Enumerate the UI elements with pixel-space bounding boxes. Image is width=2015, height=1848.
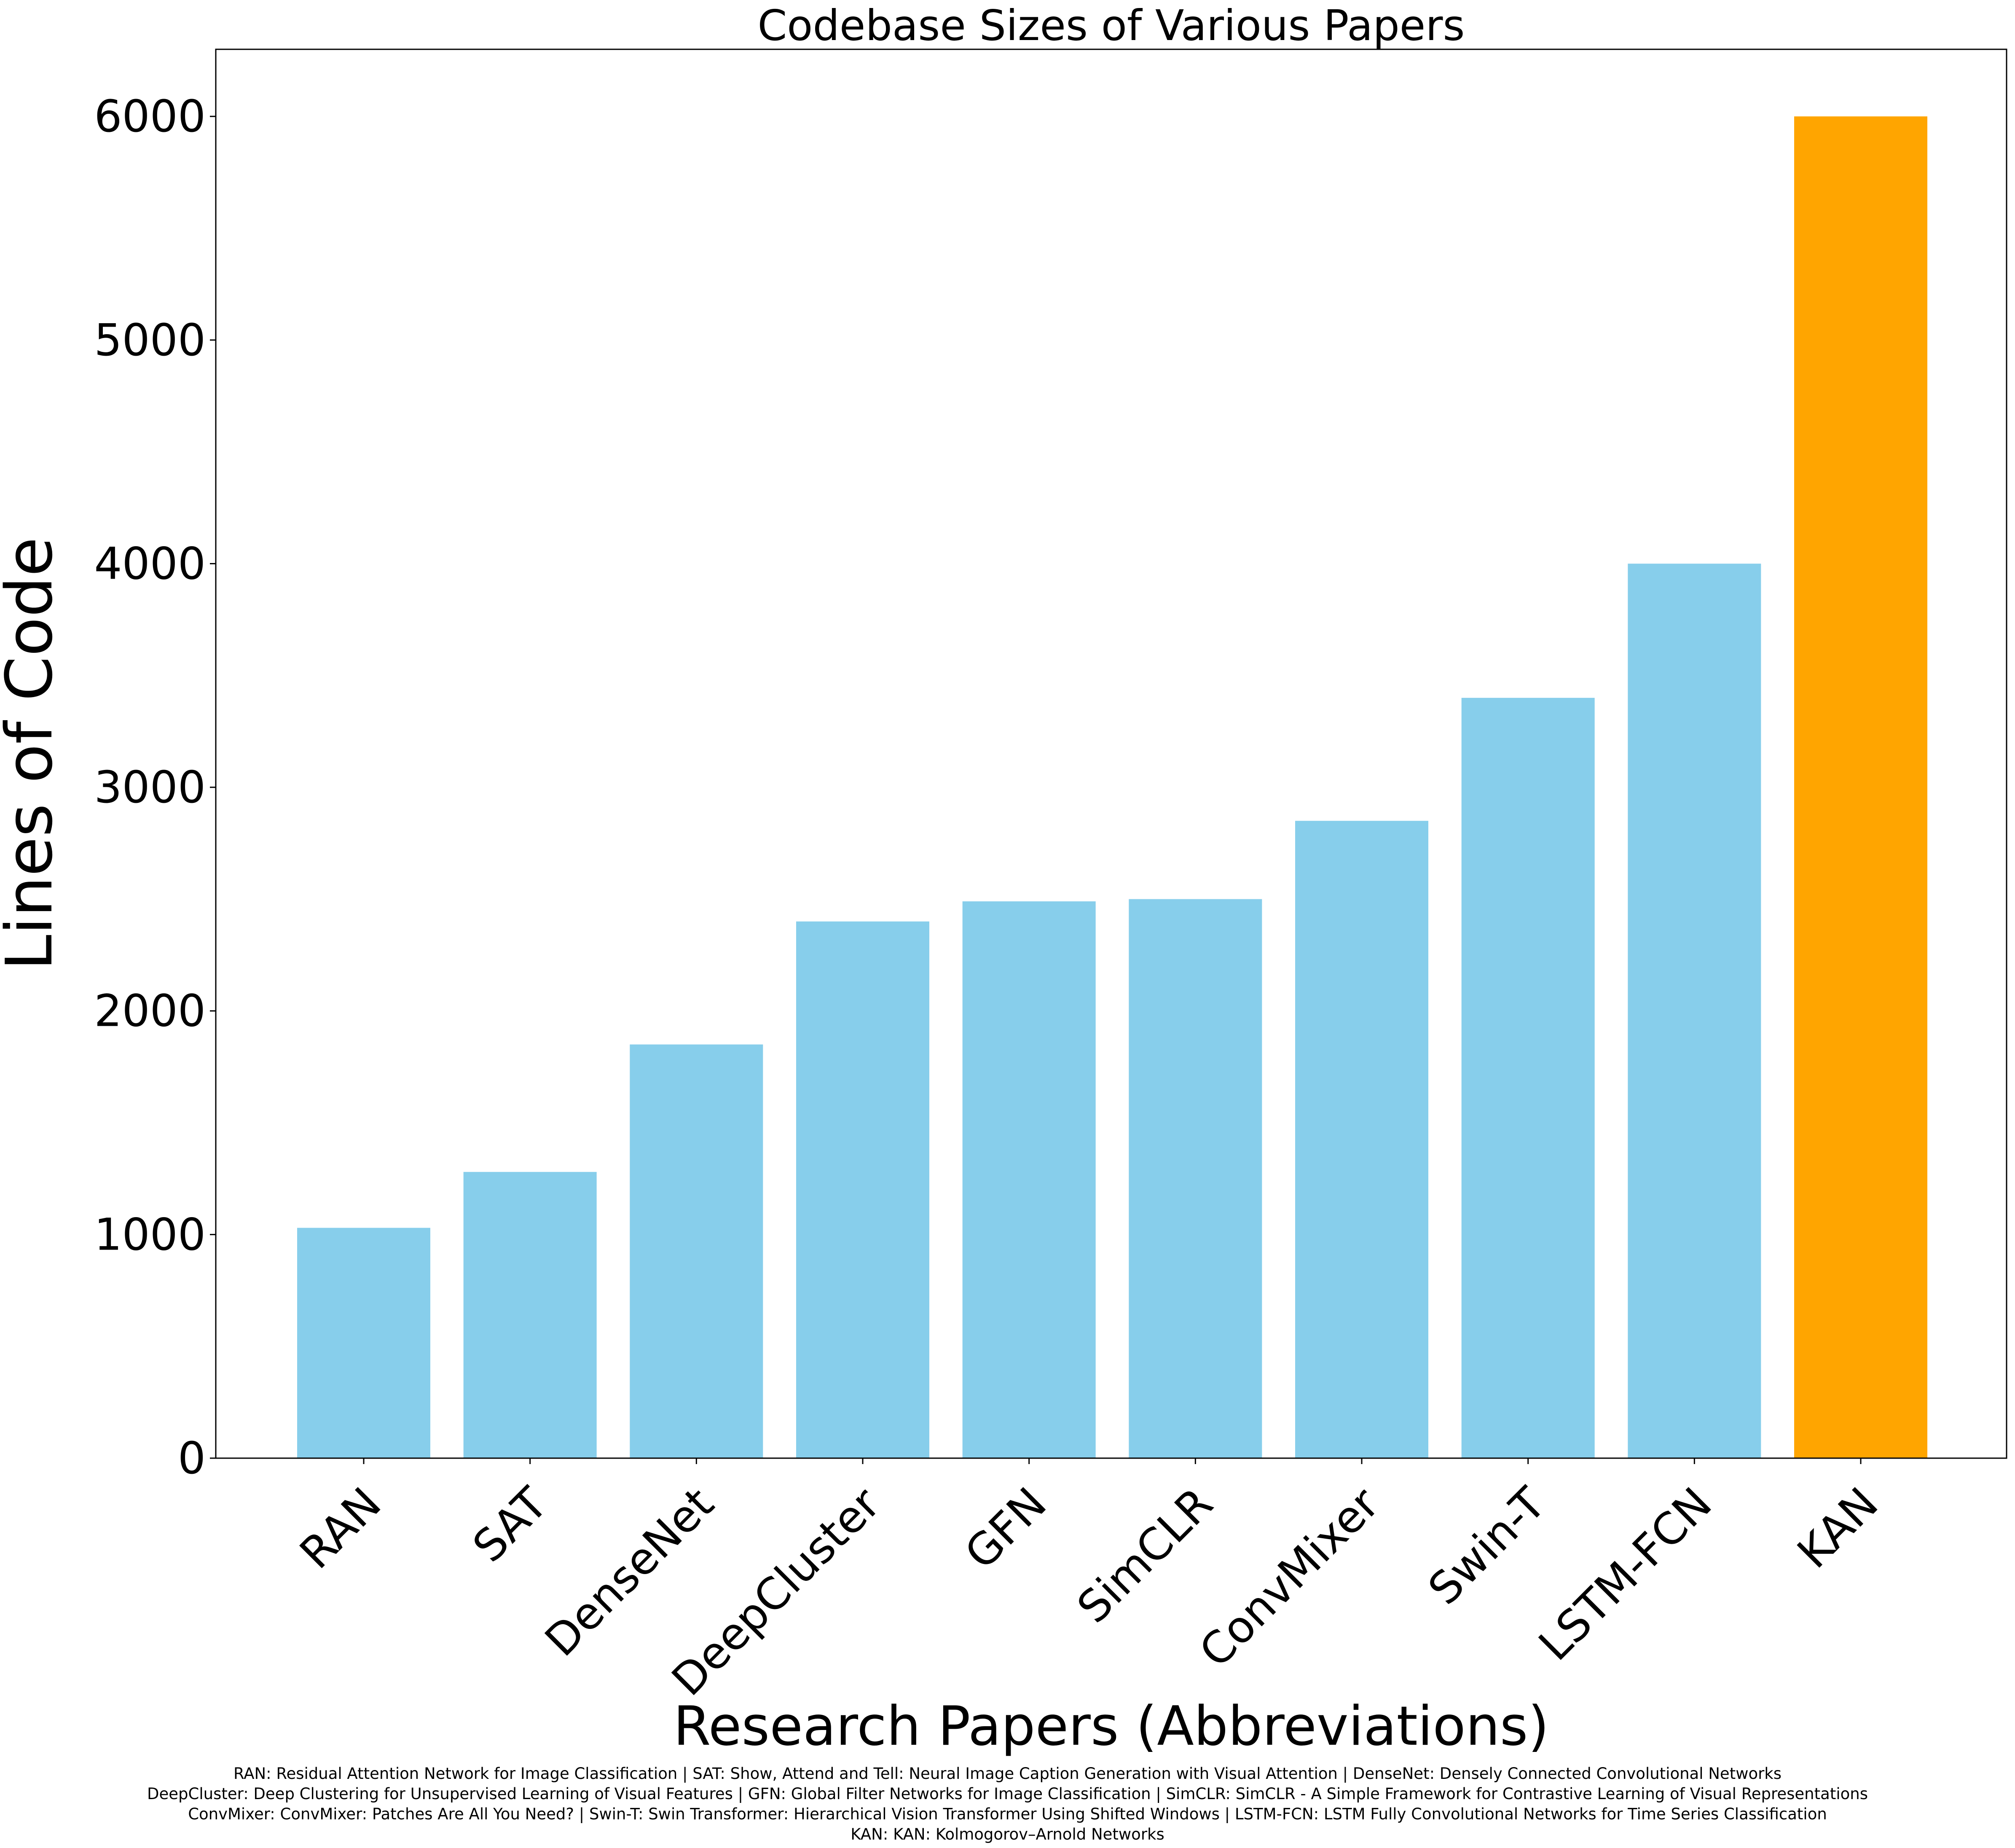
- y-tick-label: 5000: [94, 314, 206, 366]
- x-tick-label: KAN: [1787, 1478, 1888, 1578]
- footnote-line: DeepCluster: Deep Clustering for Unsuper…: [147, 1785, 1868, 1803]
- x-axis-label: Research Papers (Abbreviations): [673, 1695, 1549, 1758]
- y-axis-label: Lines of Code: [0, 537, 67, 970]
- bars: [297, 116, 1927, 1459]
- bar-sat: [463, 1172, 597, 1458]
- chart-title: Codebase Sizes of Various Papers: [757, 1, 1465, 50]
- x-tick-label: GFN: [955, 1478, 1057, 1579]
- bar-swin-t: [1461, 697, 1595, 1458]
- y-tick-label: 6000: [94, 91, 206, 142]
- footnote-line: ConvMixer: ConvMixer: Patches Are All Yo…: [188, 1805, 1827, 1823]
- footnote-line: KAN: KAN: Kolmogorov–Arnold Networks: [851, 1825, 1164, 1843]
- plot-frame: [215, 48, 2007, 1459]
- bar-kan: [1794, 116, 1927, 1459]
- y-tick-label: 0: [178, 1432, 206, 1484]
- x-tick-label: SimCLR: [1067, 1478, 1222, 1633]
- bar-ran: [297, 1228, 430, 1458]
- bar-gfn: [962, 901, 1096, 1458]
- y-tick-label: 3000: [94, 762, 206, 813]
- y-tick-label: 1000: [94, 1209, 206, 1260]
- x-tick-label: LSTM-FCN: [1529, 1478, 1721, 1670]
- x-tick-label: RAN: [290, 1478, 391, 1579]
- x-tick-label: SAT: [463, 1478, 557, 1572]
- y-tick-label: 4000: [94, 538, 206, 589]
- bar-densenet: [630, 1044, 763, 1458]
- footnote-line: RAN: Residual Attention Network for Imag…: [233, 1765, 1782, 1783]
- x-tick-label: Swin-T: [1418, 1478, 1555, 1615]
- abbreviation-footnote: RAN: Residual Attention Network for Imag…: [0, 1764, 2015, 1845]
- bar-simclr: [1129, 899, 1262, 1458]
- bar-convmixer: [1295, 821, 1428, 1458]
- bar-deepcluster: [796, 921, 929, 1458]
- y-tick-label: 2000: [94, 985, 206, 1037]
- bar-lstm-fcn: [1628, 563, 1761, 1458]
- x-tick-label: ConvMixer: [1189, 1478, 1389, 1677]
- y-axis-ticks: 0 1000 2000 3000 4000 5000 6000: [94, 91, 216, 1484]
